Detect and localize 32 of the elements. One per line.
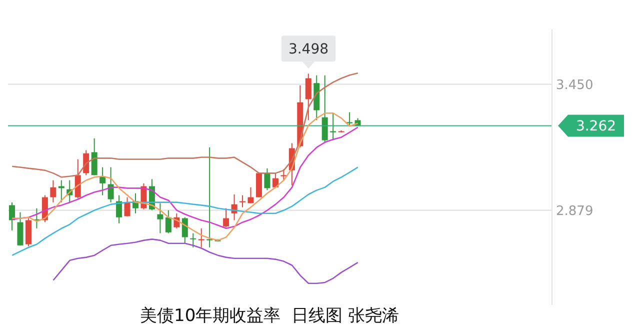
candlestick (346, 112, 353, 126)
line-series (52, 238, 359, 284)
candlestick (74, 158, 81, 199)
candlestick (165, 210, 172, 234)
candlestick (182, 216, 188, 244)
candlestick (280, 168, 287, 181)
candlestick (330, 112, 336, 141)
candlestick (223, 208, 230, 228)
candlestick (157, 202, 164, 234)
candlestick (198, 228, 204, 248)
candlestick (116, 194, 122, 224)
candlestick (264, 168, 270, 191)
candlestick (240, 194, 246, 208)
candlestick (100, 166, 106, 196)
annotation: 3.498 (288, 42, 329, 58)
candlestick (108, 166, 114, 203)
candlestick (9, 202, 15, 231)
y-tick-label: 3.450 (556, 78, 594, 93)
candlestick (248, 186, 254, 204)
text: 美债10年期收益率 日线图 张尧浠 (139, 305, 400, 327)
candlestick (124, 196, 130, 217)
candlestick (190, 232, 196, 248)
line-series (11, 166, 359, 256)
candlestick (305, 73, 312, 121)
candlestick (206, 146, 213, 248)
candlestick (50, 180, 56, 203)
candlestick (17, 212, 24, 246)
candlestick (322, 74, 328, 143)
candlestick (91, 138, 98, 176)
candlestick (58, 180, 64, 203)
ref-line-label: 3.262 (576, 118, 616, 135)
y-tick-label: 2.879 (556, 204, 594, 219)
